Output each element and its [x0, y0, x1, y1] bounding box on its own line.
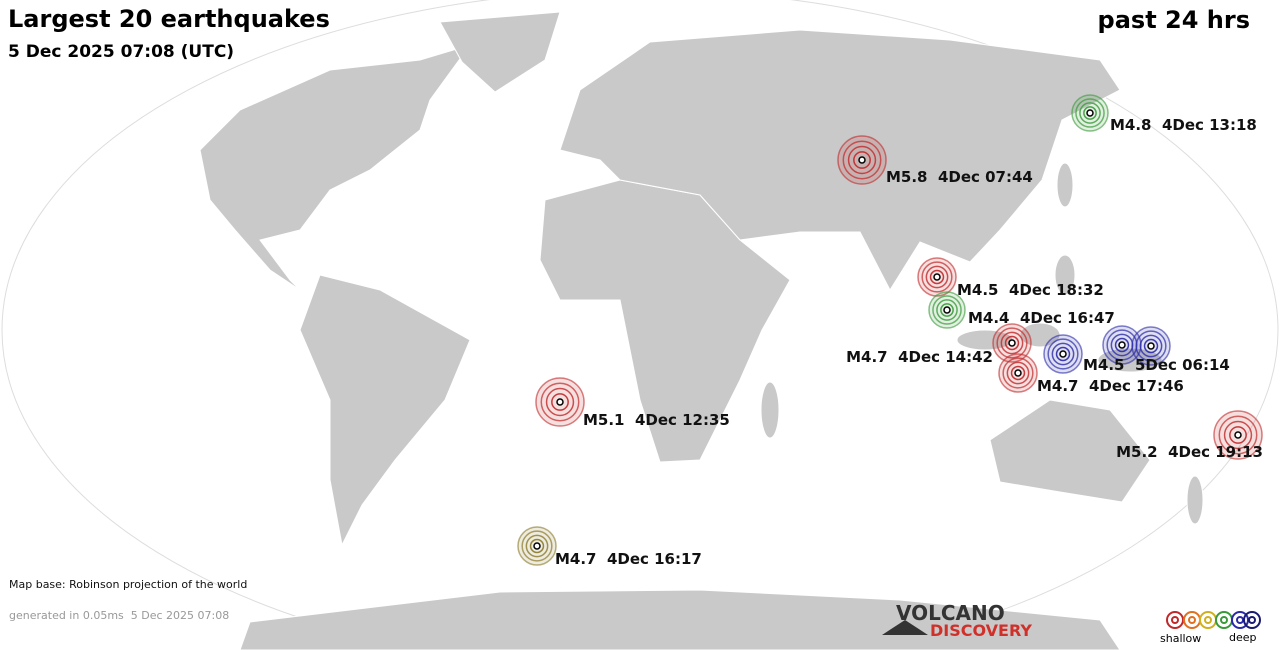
quake-marker	[1102, 325, 1142, 365]
ring-core	[943, 306, 951, 314]
ring	[1047, 338, 1079, 370]
ring	[842, 140, 882, 180]
ring	[996, 327, 1028, 359]
logo-icon	[882, 620, 928, 635]
legend-shallow: shallow	[1160, 632, 1201, 645]
quake-label: M4.5 4Dec 18:32	[957, 281, 1104, 299]
ring-core	[1147, 342, 1155, 350]
quake-label: M5.1 4Dec 12:35	[583, 411, 730, 429]
ring-core	[1059, 350, 1067, 358]
quake-label: M5.8 4Dec 07:44	[886, 168, 1033, 186]
quake-marker	[928, 291, 966, 329]
ring-core	[533, 542, 541, 550]
quake-label: M5.2 4Dec 19:13	[1116, 443, 1263, 461]
ring	[540, 382, 580, 422]
ring	[1139, 334, 1163, 358]
map-base: Map base: Robinson projection of the wor…	[9, 578, 247, 591]
ring	[1143, 338, 1159, 354]
generated: generated in 0.05ms 5 Dec 2025 07:08	[9, 609, 229, 622]
period: past 24 hrs	[1098, 6, 1250, 34]
legend-rings	[1166, 611, 1261, 629]
quake-label: M4.4 4Dec 16:47	[968, 309, 1115, 327]
ring	[1079, 102, 1101, 124]
ring	[853, 151, 871, 169]
quake-label: M4.7 4Dec 14:42	[846, 348, 993, 366]
legend-deep: deep	[1229, 631, 1257, 644]
quake-marker	[535, 377, 585, 427]
ring	[1055, 346, 1071, 362]
ring	[921, 261, 953, 293]
ring	[925, 265, 949, 289]
ring-core	[1014, 369, 1022, 377]
land	[199, 11, 1204, 650]
ring	[1135, 330, 1167, 362]
logo-top: VOLCANO	[896, 601, 1005, 625]
ring	[1114, 337, 1130, 353]
quake-label: M4.8 4Dec 13:18	[1110, 116, 1257, 134]
ring	[932, 295, 962, 325]
quake-label: M4.7 4Dec 17:46	[1037, 377, 1184, 395]
ring-core	[1086, 109, 1094, 117]
quake-marker	[1213, 410, 1263, 460]
ring	[847, 145, 877, 175]
quake-marker	[917, 257, 957, 297]
quake-marker	[517, 526, 557, 566]
ring	[1006, 361, 1030, 385]
quakes: M4.8 4Dec 13:18 M5.8 4Dec 07:44 M4.5 4Dec …	[517, 94, 1263, 568]
quake-marker	[998, 353, 1038, 393]
quake-marker	[992, 323, 1032, 363]
ring	[936, 299, 958, 321]
ring	[529, 538, 545, 554]
quake-marker	[1043, 334, 1083, 374]
ring	[545, 387, 575, 417]
logo-bottom: DISCOVERY	[930, 621, 1032, 640]
ring	[1000, 331, 1024, 355]
ring	[1083, 106, 1097, 120]
quake-label: M4.7 4Dec 16:17	[555, 550, 702, 568]
quake-label: M4.5 5Dec 06:14	[1083, 356, 1230, 374]
ring	[1051, 342, 1075, 366]
ring	[551, 393, 569, 411]
ring	[940, 303, 954, 317]
ring	[929, 269, 945, 285]
quake-marker	[1131, 326, 1171, 366]
quake-marker	[837, 135, 887, 185]
ring	[1075, 98, 1105, 128]
quake-marker	[1071, 94, 1109, 132]
ring-core	[933, 273, 941, 281]
ring-core	[1234, 431, 1242, 439]
ring-core	[556, 398, 564, 406]
ring	[521, 530, 553, 562]
ring	[1004, 335, 1020, 351]
ring	[1229, 426, 1247, 444]
ring-core	[1118, 341, 1126, 349]
ring	[1218, 415, 1258, 455]
subtitle: 5 Dec 2025 07:08 (UTC)	[8, 42, 234, 62]
ring	[1010, 365, 1026, 381]
ring-core	[1008, 339, 1016, 347]
ring	[525, 534, 549, 558]
ring	[1223, 420, 1253, 450]
title: Largest 20 earthquakes	[8, 5, 330, 33]
ring-core	[858, 156, 866, 164]
ring	[1002, 357, 1034, 389]
